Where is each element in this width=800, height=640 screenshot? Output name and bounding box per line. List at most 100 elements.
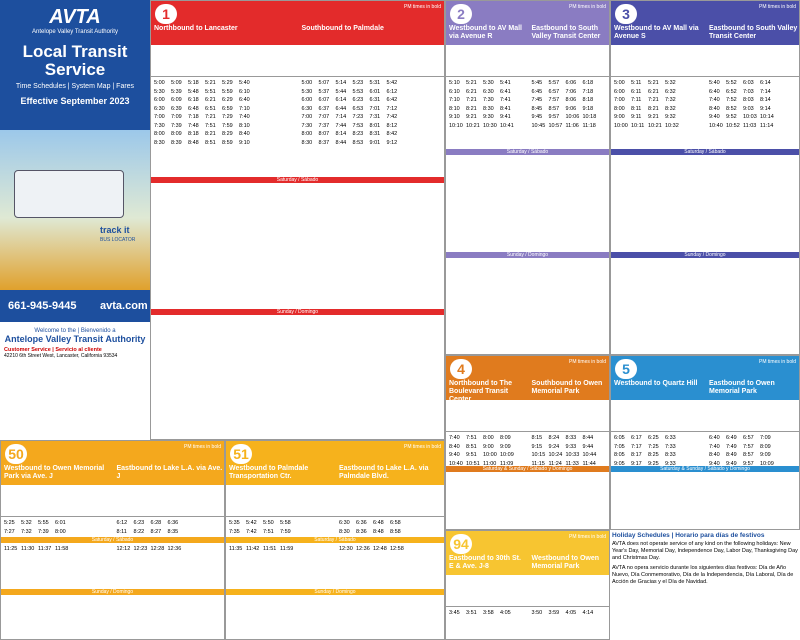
time: 9:21: [466, 114, 477, 120]
time: 7:18: [188, 114, 199, 120]
time: 7:14: [335, 114, 347, 120]
sidebar: AVTA Antelope Valley Transit Authority L…: [0, 0, 150, 440]
time: 9:51: [466, 452, 477, 458]
time: 6:01: [55, 520, 66, 526]
time: 8:51: [466, 443, 477, 450]
time: 7:09: [760, 435, 771, 441]
schedule-row: 5:40 5:52 6:03 6:14: [709, 79, 798, 88]
time: 8:09: [500, 435, 511, 441]
time: 10:06: [565, 114, 580, 120]
time: 9:01: [369, 139, 381, 146]
time: 8:21: [648, 105, 659, 112]
route-panel: 50 PM times in bold Westbound to Owen Memo…: [0, 440, 225, 640]
schedule-row: 8:40 8:52 9:03 9:14: [709, 105, 798, 114]
schedule-row: 10:45 10:57 11:06 11:18: [532, 122, 609, 131]
time: 7:44: [335, 122, 347, 129]
time: 5:18: [188, 80, 199, 86]
time: 8:14: [760, 97, 771, 103]
time: 9:57: [743, 460, 754, 467]
schedule-table: 6:126:236:286:368:118:228:278:3510:0910:…: [117, 519, 224, 553]
column-header-rule: [611, 76, 799, 77]
time: 9:44: [582, 443, 594, 450]
time: 9:03: [743, 105, 754, 112]
service-band: Sunday / Domingo: [1, 589, 224, 595]
tracker-sub: BUS LOCATOR: [100, 237, 136, 243]
time: 8:48: [188, 139, 199, 146]
time: 5:21: [205, 80, 216, 86]
time: 8:57: [548, 105, 560, 112]
schedule-row: 8:40 8:49 8:57 9:09: [709, 451, 798, 460]
time: 8:00: [483, 435, 494, 441]
pm-note: PM times in bold: [404, 4, 441, 10]
time: 9:06: [565, 105, 577, 112]
time: 6:42: [386, 97, 398, 103]
time: 9:11: [631, 114, 642, 120]
schedule-row: 8:30 8:39 8:48 8:51 8:59 9:10: [154, 139, 296, 148]
time: 6:21: [205, 97, 216, 103]
time: 5:14: [335, 80, 347, 86]
time: 6:41: [500, 88, 511, 95]
time: 5:45: [531, 80, 543, 86]
time: 8:00: [55, 528, 66, 535]
pm-note: PM times in bold: [759, 359, 796, 365]
time: 5:53: [352, 88, 364, 95]
schedule-row: 10:10 10:21 10:30 10:41: [449, 122, 526, 131]
route-number: 51: [230, 444, 252, 464]
schedule-row: 6:00 6:09 6:18 6:21 6:29 6:40: [154, 96, 296, 105]
schedule-table: 6:40 6:49 6:57 7:09 7:40 7:49 7:57 8:09 8:40 8:49…: [709, 434, 798, 468]
time: 6:53: [352, 105, 364, 112]
time: 11:58: [55, 545, 69, 552]
route-number: 1: [155, 4, 177, 24]
route-header: 50 PM times in bold Westbound to Owen Memo…: [1, 441, 224, 485]
welcome: Welcome to the | Bienvenido a Antelope V…: [4, 328, 146, 359]
time: 9:00: [614, 114, 625, 120]
time: 6:18: [582, 80, 594, 86]
time: 7:27: [4, 528, 15, 535]
schedule-row: 6:40 6:52 7:03 7:14: [709, 88, 798, 97]
time: 7:32: [21, 528, 32, 535]
direction-title: Northbound to The Boulevard Transit Cent…: [449, 380, 512, 403]
time: 6:18: [188, 97, 199, 103]
schedule-row: 3:45 3:51 3:58 4:05: [449, 609, 526, 618]
effective: Effective September 2023: [20, 96, 130, 106]
service-band: Sunday / Domingo: [611, 252, 799, 259]
pm-note: PM times in bold: [184, 444, 221, 450]
time: 6:23: [133, 520, 145, 526]
schedule-row: 7:00 7:07 7:14 7:23 7:31 7:42: [302, 113, 444, 122]
time: 9:41: [500, 114, 511, 120]
time: 5:31: [369, 80, 381, 86]
time: 5:00: [154, 80, 165, 86]
time: 8:21: [466, 105, 477, 112]
time: 7:03: [743, 88, 754, 95]
direction-title: Eastbound to 30th St. E & Ave. J-8: [449, 555, 521, 570]
route-header: 4 PM times in bold Northbound to The Boule…: [446, 356, 609, 403]
time: 9:12: [386, 139, 398, 146]
time: 6:44: [335, 105, 347, 112]
time: 8:18: [582, 97, 594, 103]
schedule-row: 6:40 6:49 6:57 7:09: [709, 434, 798, 443]
time: 11:30: [21, 545, 35, 552]
time: 10:00: [483, 452, 497, 458]
schedule-table: 5:355:425:505:587:357:427:517:599:359:42…: [229, 519, 333, 553]
schedule-row: 5:00 5:07 5:14 5:23 5:31 5:42: [302, 79, 444, 88]
time: 6:58: [390, 520, 401, 526]
bus-icon: [14, 170, 124, 218]
schedule-row: 5:30 5:37 5:44 5:53 6:01 6:12: [302, 88, 444, 97]
time: 5:42: [386, 80, 398, 86]
time: 7:21: [648, 97, 659, 103]
route-panel: 94 PM times in bold Eastbound to 30th St. …: [445, 530, 610, 640]
time: 6:30: [483, 88, 494, 95]
direction-title: Westbound to Owen Memorial Park: [531, 555, 600, 570]
time: 6:07: [318, 97, 330, 103]
time: 7:10: [449, 97, 460, 103]
time: 3:45: [449, 610, 460, 616]
time: 6:57: [548, 88, 560, 95]
schedule-row: 6:00 6:07 6:14 6:23 6:31 6:42: [302, 96, 444, 105]
time: 8:18: [188, 131, 199, 137]
time: 7:00: [301, 114, 313, 120]
time: 6:49: [726, 435, 737, 441]
time: 8:51: [205, 139, 216, 146]
time: 5:21: [466, 80, 477, 86]
schedule-row: 5:00 5:09 5:18 5:21 5:29 5:40: [154, 79, 296, 88]
schedule-row: 6:30 6:36 6:48 6:58: [339, 519, 443, 528]
